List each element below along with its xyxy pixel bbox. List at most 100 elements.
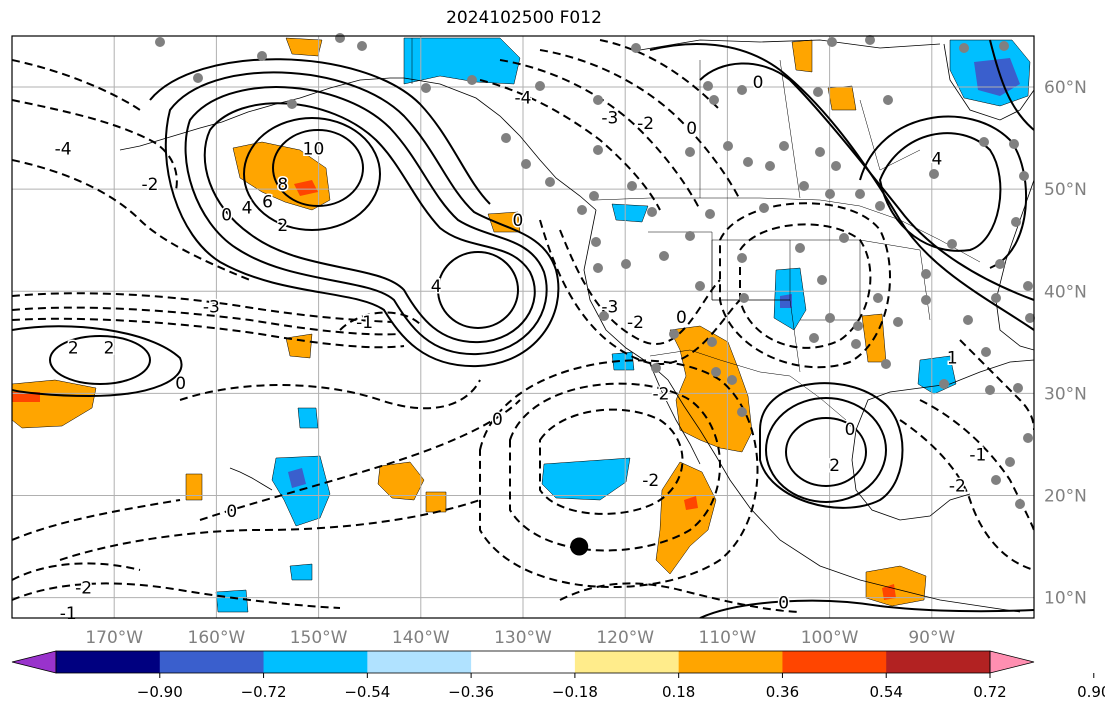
contour-label: -1 xyxy=(969,446,986,466)
contour-dash-south-0 xyxy=(559,582,801,613)
contour-label: 0 xyxy=(221,206,232,226)
contour-dash-sgulf-1 xyxy=(899,419,1034,571)
shade-blue-misc-4 xyxy=(297,407,319,429)
colorbar-segment xyxy=(263,651,368,673)
contour-label: -2 xyxy=(652,384,669,404)
contour-dash-nw-2 xyxy=(12,159,251,281)
contour-label: -2 xyxy=(949,476,966,496)
contour-label: 1 xyxy=(947,349,958,369)
colorbar-tick-label: −0.90 xyxy=(137,683,183,701)
contour-label: 0 xyxy=(686,119,697,139)
lon-tick-label: 100°W xyxy=(801,628,859,648)
lon-tick-labels: 170°W 160°W 150°W 140°W 130°W 120°W 110°W 100°W… xyxy=(85,628,955,648)
contour-label: 0 xyxy=(753,73,764,93)
colorbar-extend-max xyxy=(989,650,1035,674)
shade-blue-misc-5 xyxy=(289,563,313,581)
contour-dash-sw-2 xyxy=(12,582,341,609)
contour-label: 4 xyxy=(431,277,442,297)
coast-aleutians xyxy=(119,97,301,151)
colorbar-tick-label: 0.36 xyxy=(766,683,799,701)
contour-dash-w-3 xyxy=(12,292,393,323)
contour-west-high-2 xyxy=(49,335,151,385)
colorbar-segment xyxy=(471,651,576,673)
border-canada-3 xyxy=(859,99,921,171)
shade-orange-misc-1 xyxy=(285,37,323,57)
border-us-canada xyxy=(595,197,981,263)
contour-dash-pac-1 xyxy=(199,399,521,521)
contour-label: -1 xyxy=(60,604,77,624)
lat-tick-labels: 10°N 20°N 30°N 40°N 50°N 60°N xyxy=(1044,78,1087,609)
lon-tick-label: 110°W xyxy=(699,628,757,648)
contour-canada-0 xyxy=(699,62,1034,301)
shade-blue-alaska xyxy=(403,37,521,85)
contour-high-0 xyxy=(149,58,491,205)
contour-mex-high-0 xyxy=(759,382,904,509)
shade-orange-central xyxy=(377,461,425,501)
contour-label: 4 xyxy=(242,199,253,219)
lat-tick-label: 20°N xyxy=(1044,486,1087,506)
contour-mex-high-2 xyxy=(785,417,867,487)
contour-high-8 xyxy=(243,117,381,231)
contour-dash-sgulf-2 xyxy=(919,399,1034,531)
contour-label: -4 xyxy=(515,88,532,108)
contour-dash-lowcenter-1 xyxy=(539,408,684,515)
contour-high-6 xyxy=(203,102,536,344)
contour-label: -3 xyxy=(203,298,220,318)
contour-label: -2 xyxy=(637,114,654,134)
contour-high-4 xyxy=(184,86,548,356)
lat-tick-label: 60°N xyxy=(1044,78,1087,98)
contour-label: -3 xyxy=(601,298,618,318)
lat-tick-label: 40°N xyxy=(1044,282,1087,302)
lat-tick-label: 50°N xyxy=(1044,180,1087,200)
contour-label: 0 xyxy=(676,308,687,328)
colorbar-tick-label: 0.90 xyxy=(1077,683,1105,701)
contour-dash-w-1 xyxy=(12,317,405,349)
map-frame xyxy=(11,35,1035,619)
colorbar-segment xyxy=(159,651,265,673)
contour-dash-east-1 xyxy=(959,339,1034,431)
colorbar-segment xyxy=(886,651,991,673)
shade-red-gulf-alaska xyxy=(294,180,318,196)
colorbar-tick-label: −0.54 xyxy=(344,683,390,701)
contour-label: 2 xyxy=(104,338,115,358)
colorbar-extend-min xyxy=(11,650,57,674)
contour-dash-w-2 xyxy=(12,306,401,336)
contour-west-high-0 xyxy=(12,325,183,398)
contour-dash-westcoast-1 xyxy=(559,229,721,345)
contour-label: 0 xyxy=(175,374,186,394)
lon-tick-label: 140°W xyxy=(392,628,450,648)
contour-dash-nw-4 xyxy=(12,99,178,191)
gridlines xyxy=(12,36,1034,618)
colorbar-tick-label: −0.18 xyxy=(552,683,598,701)
colorbar-segment xyxy=(782,651,887,673)
contour-label: 4 xyxy=(931,150,942,170)
contour-label: -2 xyxy=(642,471,659,491)
contour-label: 0 xyxy=(226,502,237,522)
colorbar-tick-label: 0.72 xyxy=(973,683,1006,701)
contour-label: 0 xyxy=(845,420,856,440)
station-dots xyxy=(155,33,1035,509)
shade-darkblue-hudson xyxy=(974,58,1020,96)
shade-orange-misc-8 xyxy=(827,85,857,111)
shade-orange-misc-7 xyxy=(185,473,203,501)
colorbar-segment xyxy=(367,651,472,673)
coast-alaska-bc xyxy=(403,77,597,211)
contour-dash-bc-4 xyxy=(479,79,661,211)
colorbar-segment xyxy=(574,651,680,673)
contour-high-2 xyxy=(164,71,560,368)
contour-label: 0 xyxy=(492,410,503,430)
contour-label: -3 xyxy=(601,109,618,129)
contour-dash-bc-2 xyxy=(539,49,741,201)
contour-label: 2 xyxy=(277,216,288,236)
shade-blue-misc-1 xyxy=(611,203,649,223)
shade-red-mexico xyxy=(684,496,698,510)
contour-dash-rockies-1 xyxy=(739,223,872,349)
shade-darkblue-rockies xyxy=(780,294,792,308)
coast-mexico-west xyxy=(699,429,1021,613)
contour-dash-nw-3 xyxy=(12,59,141,111)
colorbar-tick-label: −0.72 xyxy=(241,683,287,701)
contour-label: 0 xyxy=(778,594,789,614)
lon-tick-label: 130°W xyxy=(494,628,552,648)
contour-label: 2 xyxy=(68,338,79,358)
